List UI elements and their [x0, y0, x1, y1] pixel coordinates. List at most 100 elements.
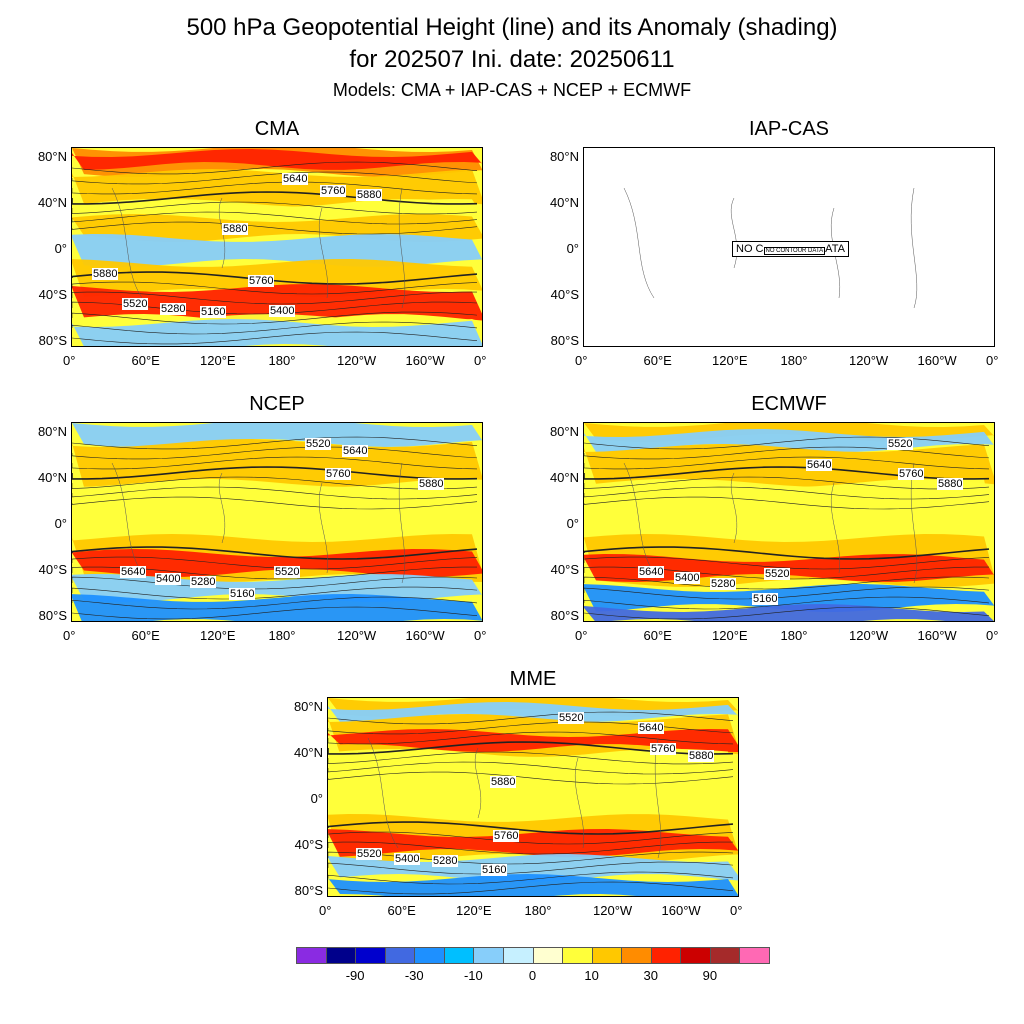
- height-contour: [72, 556, 478, 570]
- colorbar-cell: [562, 947, 593, 964]
- panel-title-ncep: NCEP: [249, 393, 305, 415]
- contour-label: 5280: [160, 303, 187, 315]
- lat-tick-label: 40°N: [549, 195, 579, 210]
- height-contour: [328, 871, 734, 885]
- height-contour: [584, 496, 990, 510]
- height-contour: [72, 221, 478, 235]
- height-contour: [72, 476, 478, 490]
- height-contour: [328, 761, 734, 775]
- lat-tick-label: 0°: [54, 241, 67, 256]
- contour-label: 5760: [248, 275, 275, 287]
- lon-tick-label: 180°: [524, 903, 552, 918]
- height-contour: [72, 496, 478, 510]
- height-contour: [584, 546, 990, 560]
- height-contour: [72, 586, 478, 600]
- contour-label: 5640: [282, 173, 309, 185]
- contour-label: 5640: [638, 722, 665, 734]
- contour-label: 5880: [688, 750, 715, 762]
- lon-tick-label: 160°W: [405, 628, 445, 643]
- colorbar-cell: [384, 947, 416, 964]
- contour-label: 5640: [120, 566, 147, 578]
- anomaly-shading: [584, 584, 994, 612]
- contour-label: 5400: [155, 573, 182, 585]
- anomaly-shading: [328, 702, 738, 722]
- lon-tick-label: 0°: [575, 628, 588, 643]
- colorbar-label: 90: [702, 968, 718, 983]
- anomaly-shading: [72, 319, 482, 346]
- lon-tick-label: 60°E: [131, 353, 160, 368]
- height-contour: [72, 171, 478, 185]
- contour-label: 5760: [650, 743, 677, 755]
- height-contour: [584, 586, 990, 600]
- lat-tick-label: 80°S: [38, 608, 67, 623]
- contour-label: 5640: [342, 445, 369, 457]
- colorbar-cell: [532, 947, 564, 964]
- lat-tick-label: 40°S: [38, 562, 67, 577]
- lon-tick-label: 120°E: [456, 903, 492, 918]
- height-contour: [72, 281, 478, 295]
- map-mme: 5520 5640 5760 5880 5880 5760 5520 5400 5280 5160: [327, 697, 739, 897]
- lon-tick-label: 0°: [319, 903, 332, 918]
- lon-tick-label: 120°E: [712, 628, 748, 643]
- height-contour: [584, 436, 990, 450]
- contour-label: 5280: [432, 855, 459, 867]
- height-contour: [72, 466, 478, 480]
- height-contour: [72, 181, 478, 195]
- lat-tick-label: 40°N: [293, 745, 323, 760]
- map-ecmwf: 5520 5640 5760 5880 5640 5400 5280 5520 5160: [583, 422, 995, 622]
- lon-tick-label: 0°: [63, 353, 76, 368]
- anomaly-shading: [72, 259, 482, 297]
- contour-label: 5880: [490, 776, 517, 788]
- lat-tick-label: 40°N: [549, 470, 579, 485]
- height-contour: [72, 576, 478, 590]
- colorbar-label: -90: [345, 968, 365, 983]
- height-contour: [584, 446, 990, 460]
- lat-tick-label: 40°N: [37, 470, 67, 485]
- height-contour: [328, 831, 734, 845]
- map-plot-iap-cas: [623, 187, 918, 309]
- anomaly-shading: [328, 729, 738, 752]
- height-contour: [584, 606, 990, 620]
- lon-tick-label: 60°E: [643, 353, 672, 368]
- colorbar-label: 10: [584, 968, 599, 983]
- lat-tick-label: 80°N: [293, 699, 323, 714]
- no-data-tail-text: ATA: [825, 243, 845, 255]
- contour-label: 5280: [190, 576, 217, 588]
- lat-tick-label: 0°: [310, 791, 323, 806]
- coastline: [111, 462, 406, 584]
- contour-label: 5520: [887, 438, 914, 450]
- lon-tick-label: 60°E: [131, 628, 160, 643]
- lon-tick-label: 180°: [268, 353, 296, 368]
- lon-tick-label: 120°E: [200, 353, 236, 368]
- contour-label: 5160: [229, 588, 256, 600]
- height-contour: [72, 456, 478, 470]
- height-contour: [328, 821, 734, 835]
- anomaly-shading: [584, 444, 994, 487]
- anomaly-shading: [584, 604, 994, 621]
- lat-tick-label: 40°S: [550, 562, 579, 577]
- height-contour: [72, 436, 478, 450]
- contour-label: 5520: [356, 848, 383, 860]
- height-contour: [584, 596, 990, 610]
- panel-title-mme: MME: [509, 668, 557, 690]
- panel-title-cma: CMA: [254, 118, 300, 140]
- panel-title-iap-cas: IAP-CAS: [748, 118, 830, 140]
- figure-title-line-1: 500 hPa Geopotential Height (line) and i…: [186, 14, 838, 41]
- no-data-box: NO C NO CONTOUR DATA ATA: [732, 241, 849, 257]
- lon-tick-label: 0°: [63, 628, 76, 643]
- height-contour: [72, 446, 478, 460]
- map-plot-ecmwf: [584, 423, 994, 621]
- lon-tick-label: 160°W: [917, 628, 957, 643]
- lon-tick-label: 120°E: [200, 628, 236, 643]
- lon-tick-label: 0°: [986, 628, 999, 643]
- lat-tick-label: 40°S: [294, 837, 323, 852]
- colorbar-cell: [296, 947, 327, 964]
- colorbar-cell: [325, 947, 357, 964]
- lon-tick-label: 160°W: [661, 903, 701, 918]
- height-contour: [72, 191, 478, 205]
- height-contour: [328, 711, 734, 725]
- lat-tick-label: 0°: [566, 241, 579, 256]
- contour-label: 5760: [320, 185, 347, 197]
- lat-tick-label: 80°N: [37, 424, 67, 439]
- height-contour: [328, 731, 734, 745]
